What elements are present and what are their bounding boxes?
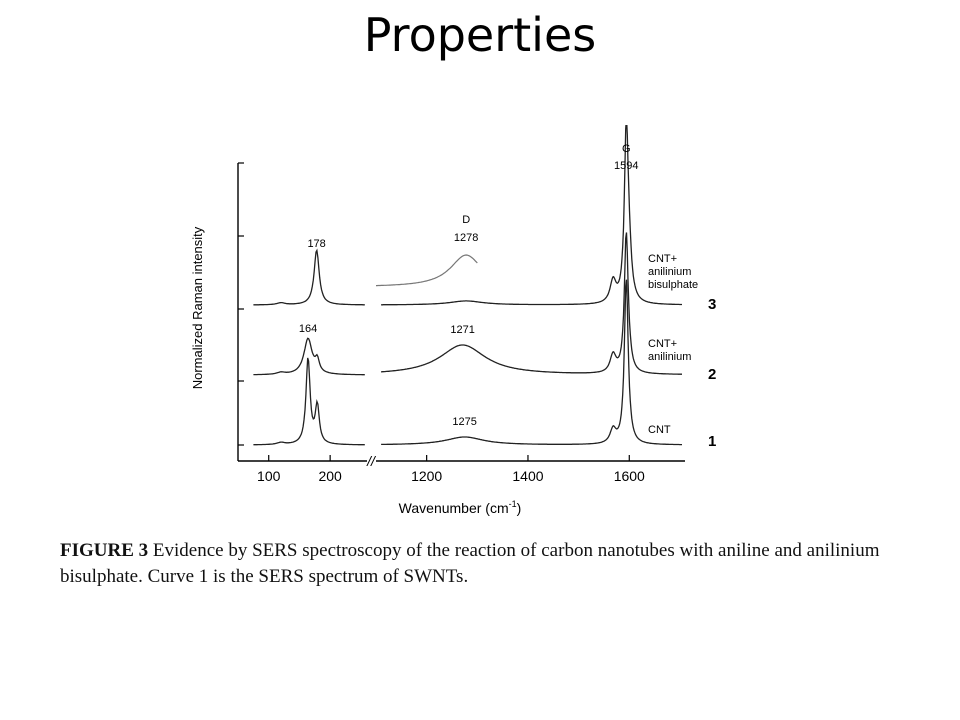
figure-caption-label: FIGURE 3 bbox=[60, 540, 149, 561]
x-tick-label: 100 bbox=[257, 468, 281, 484]
curve-labels: CNT+aniliniumbisulphate3CNT+anilinium2CN… bbox=[648, 253, 716, 450]
peak-label: 1275 bbox=[452, 416, 476, 428]
curve-3-high bbox=[381, 125, 682, 306]
curve-1-high bbox=[381, 279, 682, 446]
x-tick-label: 1400 bbox=[512, 468, 543, 484]
figure-caption-text: Evidence by SERS spectroscopy of the rea… bbox=[60, 540, 880, 587]
x-tick-label: 1200 bbox=[411, 468, 442, 484]
axes bbox=[237, 162, 685, 462]
peak-label: 1278 bbox=[454, 232, 478, 244]
peak-label: 178 bbox=[307, 238, 325, 250]
axis-break: // bbox=[366, 453, 377, 469]
curve-2-low bbox=[253, 337, 365, 376]
curve-name-label: CNT+ bbox=[648, 253, 677, 265]
peak-label: 164 bbox=[299, 323, 317, 335]
axis-break-mark: // bbox=[366, 453, 377, 469]
curve-number: 3 bbox=[708, 296, 716, 313]
d-band-inset-curve bbox=[376, 254, 478, 287]
figure-caption: FIGURE 3 Evidence by SERS spectroscopy o… bbox=[60, 538, 880, 590]
x-axis-label: Wavenumber (cm-1) bbox=[399, 499, 522, 516]
x-ticks: 100 200 1200 1400 1600 bbox=[257, 455, 645, 484]
curve-name-label: CNT+ bbox=[648, 338, 677, 350]
y-axis-label: Normalized Raman intensity bbox=[190, 226, 205, 389]
peak-labels: G 1594 D 1278 178 164 1271 1275 bbox=[299, 143, 639, 428]
peak-label: D bbox=[462, 214, 470, 226]
peak-label: 1594 bbox=[614, 160, 638, 172]
curve-name-label: anilinium bbox=[648, 351, 691, 363]
peak-label: G bbox=[622, 143, 631, 155]
curve-name-label: bisulphate bbox=[648, 279, 698, 291]
curve-2-high bbox=[381, 232, 682, 375]
curve-3-low bbox=[253, 248, 365, 306]
curve-name-label: anilinium bbox=[648, 266, 691, 278]
curve-number: 1 bbox=[708, 433, 716, 450]
curve-number: 2 bbox=[708, 366, 716, 383]
x-tick-label: 1600 bbox=[614, 468, 645, 484]
slide-title: Properties bbox=[363, 8, 597, 62]
peak-label: 1271 bbox=[450, 324, 474, 336]
curves bbox=[253, 125, 682, 446]
curve-1-low bbox=[253, 357, 365, 446]
x-tick-label: 200 bbox=[318, 468, 342, 484]
curve-name-label: CNT bbox=[648, 424, 671, 436]
